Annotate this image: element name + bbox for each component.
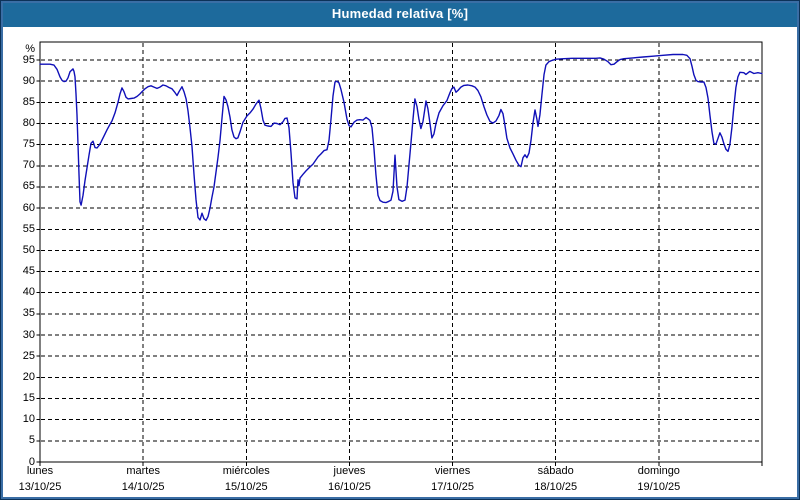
y-axis-tick-label-5: 5 xyxy=(28,434,35,447)
y-axis-tick-label-15: 15 xyxy=(22,392,35,405)
x-axis-day-date-3: 16/10/25 xyxy=(328,481,371,493)
y-axis-tick-label-65: 65 xyxy=(22,180,35,193)
y-axis-tick-label-40: 40 xyxy=(22,286,35,299)
x-axis-day-name-5: sábado xyxy=(537,465,574,477)
y-axis-tick-label-70: 70 xyxy=(22,159,35,172)
x-axis-day-date-2: 15/10/25 xyxy=(224,481,268,493)
title-bar xyxy=(3,3,797,27)
x-axis-day-name-3: jueves xyxy=(333,465,366,477)
x-axis-day-name-4: viernes xyxy=(434,465,471,477)
y-axis-tick-label-25: 25 xyxy=(22,349,35,362)
y-axis-tick-label-85: 85 xyxy=(22,95,35,108)
y-axis-tick-label-10: 10 xyxy=(22,413,35,426)
x-axis-day-date-0: 13/10/25 xyxy=(18,481,62,493)
y-axis-tick-label-30: 30 xyxy=(22,328,35,341)
y-axis-tick-label-60: 60 xyxy=(22,201,35,214)
y-axis-tick-label-90: 90 xyxy=(22,74,35,87)
y-axis-tick-label-95: 95 xyxy=(22,53,35,66)
y-axis-unit-label: % xyxy=(25,43,35,55)
y-axis-tick-label-45: 45 xyxy=(22,265,35,278)
y-axis-tick-label-55: 55 xyxy=(22,222,35,235)
x-axis-day-date-4: 17/10/25 xyxy=(431,481,474,493)
y-axis-tick-label-75: 75 xyxy=(22,138,35,151)
x-axis-day-name-1: martes xyxy=(126,465,160,477)
x-axis-day-name-2: miércoles xyxy=(222,465,270,477)
y-axis-tick-label-20: 20 xyxy=(22,370,35,383)
x-axis-day-date-6: 19/10/25 xyxy=(637,481,681,493)
x-axis-day-name-6: domingo xyxy=(637,465,680,477)
humidity-line xyxy=(39,53,763,222)
y-axis-tick-label-80: 80 xyxy=(22,116,35,129)
x-axis-day-date-5: 18/10/25 xyxy=(534,481,578,493)
x-axis-day-name-0: lunes xyxy=(26,465,54,477)
window-title: Humedad relativa [%] xyxy=(331,6,469,21)
y-axis-tick-label-50: 50 xyxy=(22,243,35,256)
x-axis-day-date-1: 14/10/25 xyxy=(121,481,165,493)
y-axis-tick-label-0: 0 xyxy=(28,455,35,468)
plot-border xyxy=(39,41,763,463)
y-axis-tick-label-35: 35 xyxy=(22,307,35,320)
